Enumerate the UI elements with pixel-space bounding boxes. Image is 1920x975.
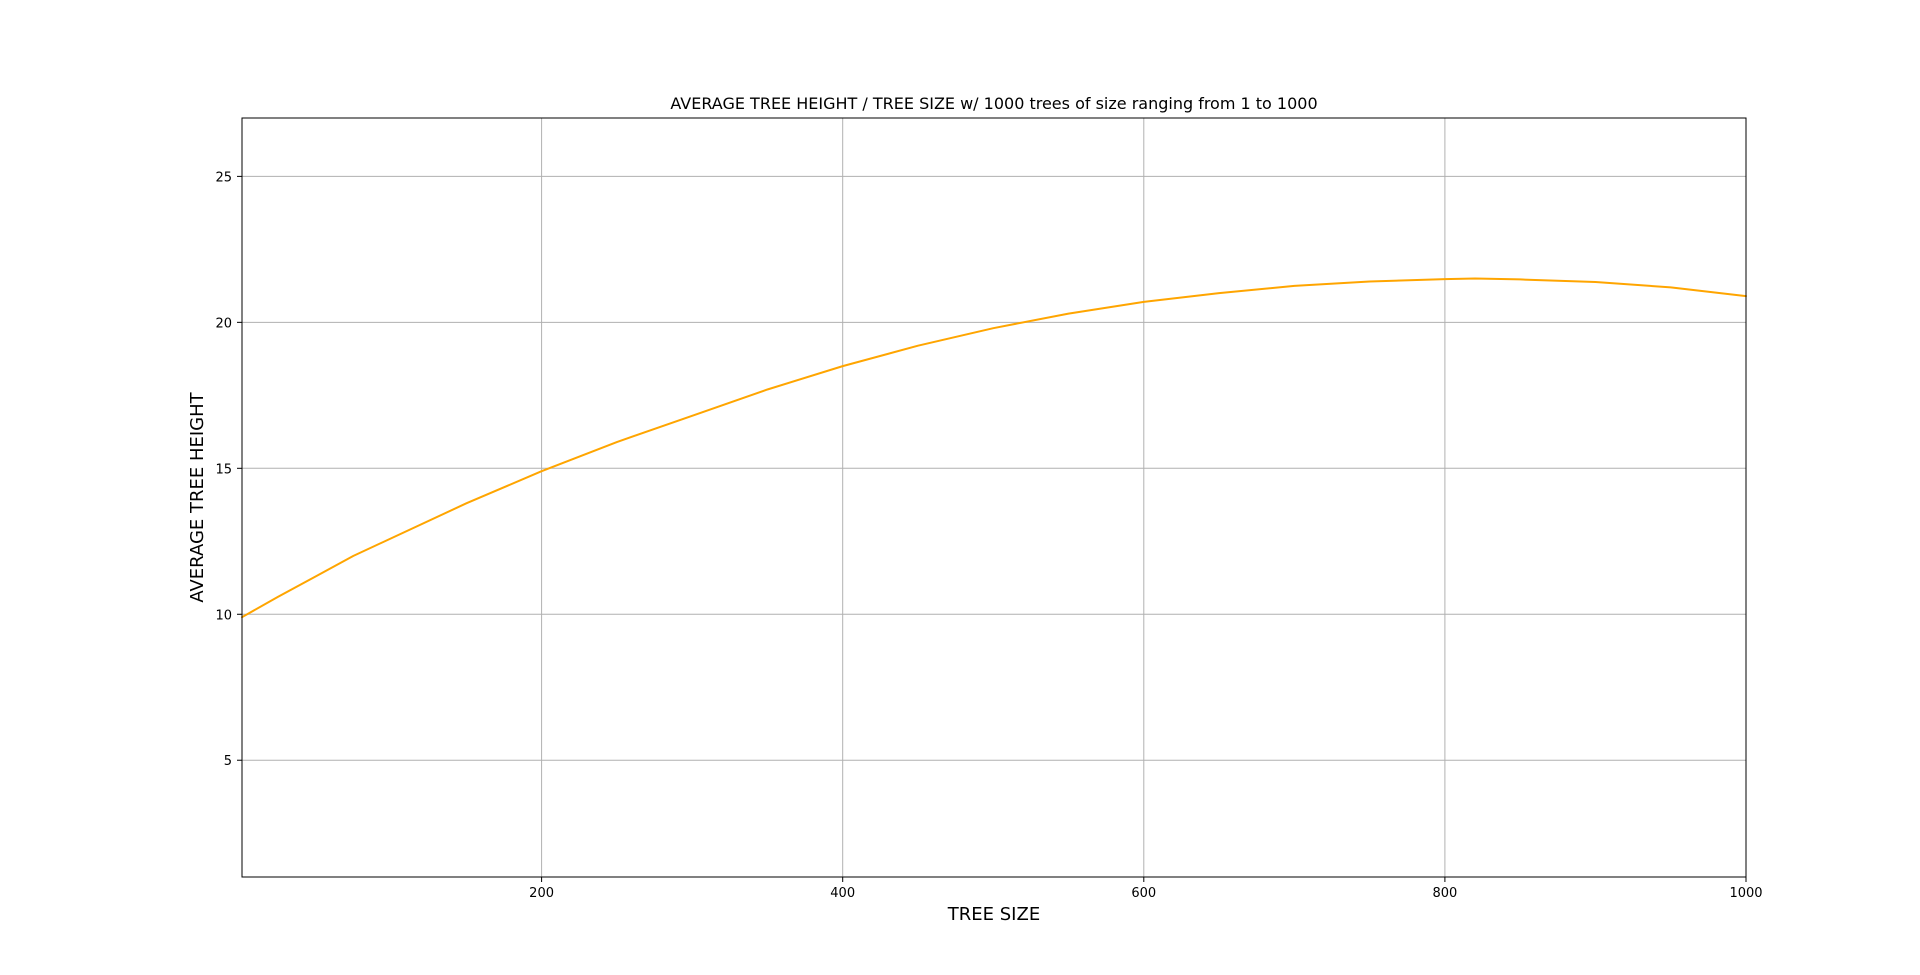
x-tick-label: 400	[830, 886, 855, 901]
y-axis-label: AVERAGE TREE HEIGHT	[187, 391, 208, 602]
x-tick-label: 200	[529, 886, 554, 901]
x-tick-label: 600	[1131, 886, 1156, 901]
chart-title: AVERAGE TREE HEIGHT / TREE SIZE w/ 1000 …	[670, 94, 1317, 113]
plot-frame	[241, 117, 1747, 878]
x-tick-label: 1000	[1729, 886, 1762, 901]
y-axis-ticks: 5 10 15 20 25	[215, 170, 242, 769]
x-tick-label: 800	[1432, 886, 1457, 901]
x-axis-ticks: 200 400 600 800 1000	[529, 877, 1763, 901]
y-tick-label: 5	[224, 754, 232, 769]
y-tick-label: 10	[215, 608, 232, 623]
series-line	[241, 277, 1747, 619]
x-axis-label: TREE SIZE	[947, 904, 1040, 925]
y-tick-label: 20	[215, 316, 232, 331]
y-tick-label: 15	[215, 462, 232, 477]
grid-lines	[242, 118, 1747, 877]
y-tick-label: 25	[215, 170, 232, 185]
series-layer	[241, 277, 1747, 619]
